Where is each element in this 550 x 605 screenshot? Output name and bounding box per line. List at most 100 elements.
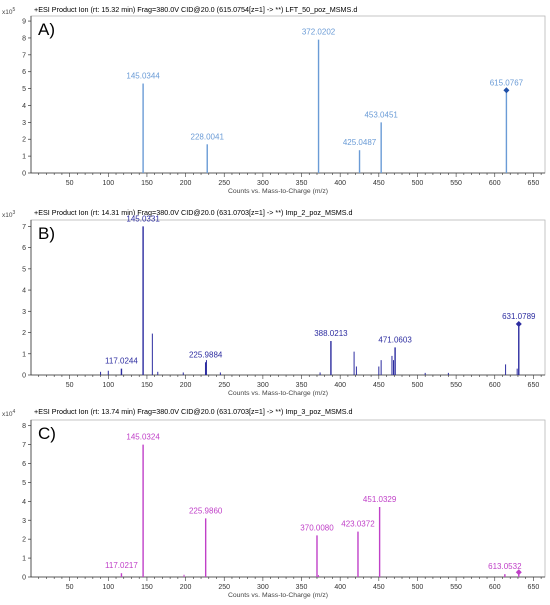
x-tick-label: 600	[489, 382, 501, 389]
x-tick-label: 650	[528, 584, 540, 591]
x-tick-label: 550	[450, 584, 462, 591]
x-tick-label: 250	[218, 180, 230, 187]
peak-label: 425.0487	[343, 138, 377, 147]
y-tick-label: 2	[22, 330, 26, 337]
x-tick-label: 300	[257, 584, 269, 591]
plot-frame	[30, 419, 546, 578]
x-tick-label: 100	[102, 180, 114, 187]
x-tick-label: 500	[412, 180, 424, 187]
x-tick-label: 350	[296, 584, 308, 591]
x-tick-label: 650	[528, 382, 540, 389]
peak-label: 117.0217	[105, 561, 138, 570]
panel-label: B)	[38, 224, 55, 243]
y-tick-label: 5	[22, 480, 26, 487]
x-tick-label: 100	[102, 382, 114, 389]
peak-label: 117.0244	[105, 357, 138, 366]
y-tick-label: 4	[22, 103, 26, 110]
y-tick-label: 8	[22, 423, 26, 430]
y-tick-label: 4	[22, 499, 26, 506]
peak-label: 225.9884	[189, 350, 223, 359]
x-tick-label: 500	[412, 382, 424, 389]
x-tick-label: 200	[180, 382, 192, 389]
x-tick-label: 150	[141, 584, 153, 591]
x-tick-label: 350	[296, 180, 308, 187]
peak-label: 145.0331	[126, 214, 160, 223]
y-tick-label: 6	[22, 69, 26, 76]
x-tick-label: 400	[334, 382, 346, 389]
peak-label: 370.0080	[300, 523, 334, 532]
panel-b: +ESI Product Ion (rt: 14.31 min) Frag=38…	[0, 205, 550, 397]
panel-label: A)	[38, 20, 55, 39]
y-tick-label: 8	[22, 35, 26, 42]
peak-label: 145.0324	[126, 433, 160, 442]
x-tick-label: 250	[218, 584, 230, 591]
x-axis-label: Counts vs. Mass-to-Charge (m/z)	[228, 188, 328, 195]
y-tick-label: 7	[22, 442, 26, 449]
y-tick-label: 3	[22, 309, 26, 316]
panel-header: +ESI Product Ion (rt: 14.31 min) Frag=38…	[34, 208, 353, 217]
y-tick-label: 3	[22, 120, 26, 127]
peak-label: 228.0041	[191, 132, 225, 141]
x-tick-label: 100	[102, 584, 114, 591]
x-axis-label: Counts vs. Mass-to-Charge (m/z)	[228, 592, 328, 599]
plot-frame	[30, 15, 546, 174]
x-tick-label: 400	[334, 584, 346, 591]
precursor-marker	[515, 569, 522, 576]
y-tick-label: 7	[22, 224, 26, 231]
x-tick-label: 50	[66, 382, 74, 389]
x-tick-label: 400	[334, 180, 346, 187]
y-tick-label: 7	[22, 52, 26, 59]
peak-label: 388.0213	[314, 329, 348, 338]
y-tick-label: 0	[22, 575, 26, 582]
x-tick-label: 500	[412, 584, 424, 591]
scale-label: x105	[2, 7, 15, 16]
header-bar	[0, 2, 550, 14]
x-tick-label: 450	[373, 584, 385, 591]
y-tick-label: 5	[22, 266, 26, 273]
x-tick-label: 650	[528, 180, 540, 187]
panel-header: +ESI Product Ion (rt: 13.74 min) Frag=38…	[34, 407, 353, 416]
header-bar	[0, 404, 550, 416]
panel-label: C)	[38, 424, 56, 443]
scale-exponent: 3	[12, 210, 15, 216]
peak-label: 615.0767	[490, 78, 524, 87]
scale-exponent: 4	[12, 409, 15, 415]
peak-label: 451.0329	[363, 495, 397, 504]
peak-label: 145.0344	[126, 72, 160, 81]
x-tick-label: 150	[141, 180, 153, 187]
y-tick-label: 3	[22, 518, 26, 525]
x-tick-label: 50	[66, 180, 74, 187]
y-tick-label: 2	[22, 537, 26, 544]
x-tick-label: 200	[180, 180, 192, 187]
x-tick-label: 300	[257, 382, 269, 389]
panel-header: +ESI Product Ion (rt: 15.32 min) Frag=38…	[34, 5, 357, 14]
peak-label: 471.0603	[378, 335, 412, 344]
x-tick-label: 350	[296, 382, 308, 389]
x-tick-label: 550	[450, 382, 462, 389]
header-bar	[0, 205, 550, 217]
x-tick-label: 150	[141, 382, 153, 389]
x-tick-label: 300	[257, 180, 269, 187]
x-tick-label: 600	[489, 180, 501, 187]
y-tick-label: 2	[22, 137, 26, 144]
peak-label: 225.9860	[189, 506, 223, 515]
x-tick-label: 250	[218, 382, 230, 389]
peak-label: 613.0532	[488, 562, 522, 571]
plot-frame	[30, 219, 546, 376]
y-tick-label: 9	[22, 19, 26, 26]
y-tick-label: 0	[22, 373, 26, 380]
x-tick-label: 200	[180, 584, 192, 591]
scale-exponent: 5	[12, 7, 15, 13]
panel-c: +ESI Product Ion (rt: 13.74 min) Frag=38…	[0, 404, 550, 599]
x-tick-label: 50	[66, 584, 74, 591]
peak-label: 423.0372	[341, 520, 375, 529]
scale-label: x104	[2, 409, 15, 418]
y-tick-label: 6	[22, 245, 26, 252]
y-tick-label: 0	[22, 171, 26, 178]
x-tick-label: 450	[373, 180, 385, 187]
x-axis-label: Counts vs. Mass-to-Charge (m/z)	[228, 390, 328, 397]
panel-a: +ESI Product Ion (rt: 15.32 min) Frag=38…	[0, 2, 550, 195]
y-tick-label: 1	[22, 556, 26, 563]
peak-label: 372.0202	[302, 28, 336, 37]
